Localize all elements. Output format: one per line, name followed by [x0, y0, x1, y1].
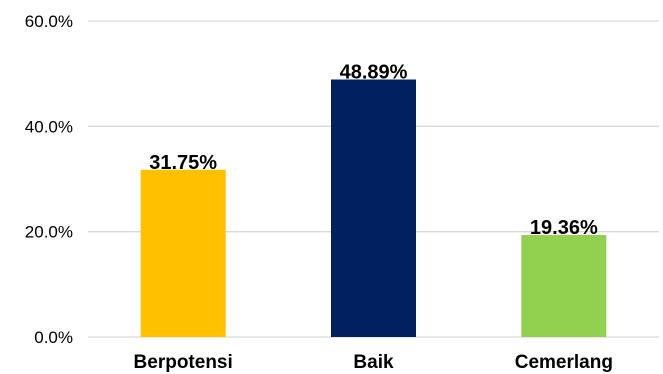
- x-axis-categories: Berpotensi Baik Cemerlang: [134, 352, 613, 373]
- y-axis-ticks: 0.0% 20.0% 40.0% 60.0%: [25, 12, 73, 347]
- category-label: Baik: [353, 352, 394, 373]
- y-tick-label: 0.0%: [34, 328, 73, 347]
- bar-berpotensi: [140, 169, 226, 337]
- data-label: 31.75%: [149, 152, 217, 174]
- data-label: 19.36%: [530, 217, 598, 239]
- y-tick-label: 20.0%: [25, 223, 73, 242]
- data-label: 48.89%: [340, 62, 408, 84]
- data-labels: 31.75% 48.89% 19.36%: [149, 62, 598, 240]
- bar-baik: [331, 79, 416, 337]
- y-tick-label: 40.0%: [25, 117, 73, 136]
- bar-cemerlang: [521, 235, 607, 337]
- category-label: Berpotensi: [134, 352, 233, 373]
- y-tick-label: 60.0%: [25, 12, 73, 31]
- bars: [140, 79, 607, 337]
- category-label: Cemerlang: [515, 352, 613, 373]
